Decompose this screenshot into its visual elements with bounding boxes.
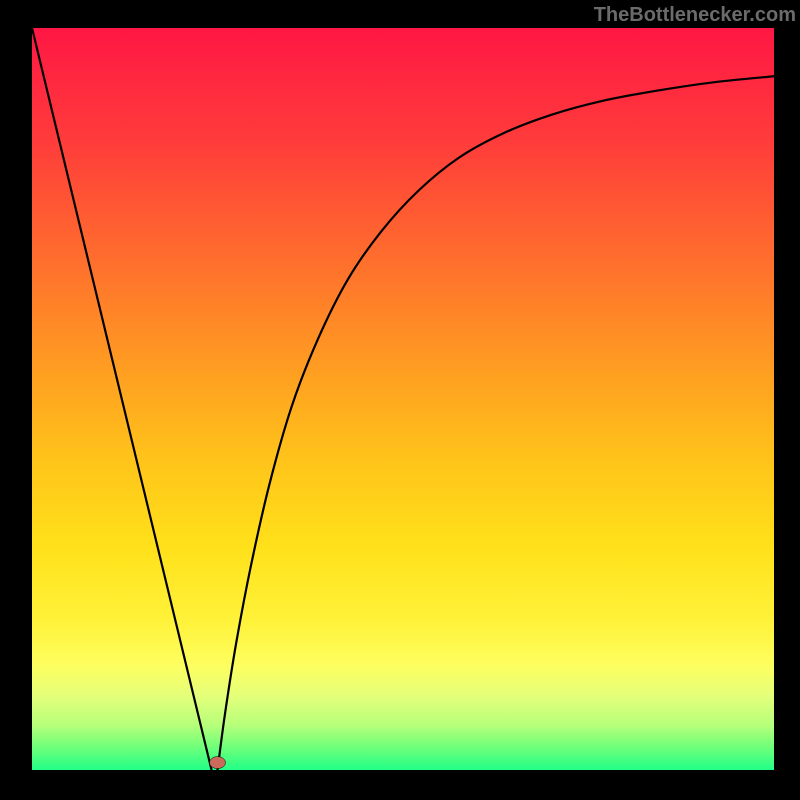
chart-plot-area xyxy=(32,28,774,770)
minimum-marker xyxy=(210,757,226,769)
chart-svg xyxy=(32,28,774,770)
root-frame: TheBottlenecker.com xyxy=(0,0,800,800)
plot-inner xyxy=(32,28,774,770)
chart-gradient-background xyxy=(32,28,774,770)
watermark-text: TheBottlenecker.com xyxy=(594,4,796,27)
